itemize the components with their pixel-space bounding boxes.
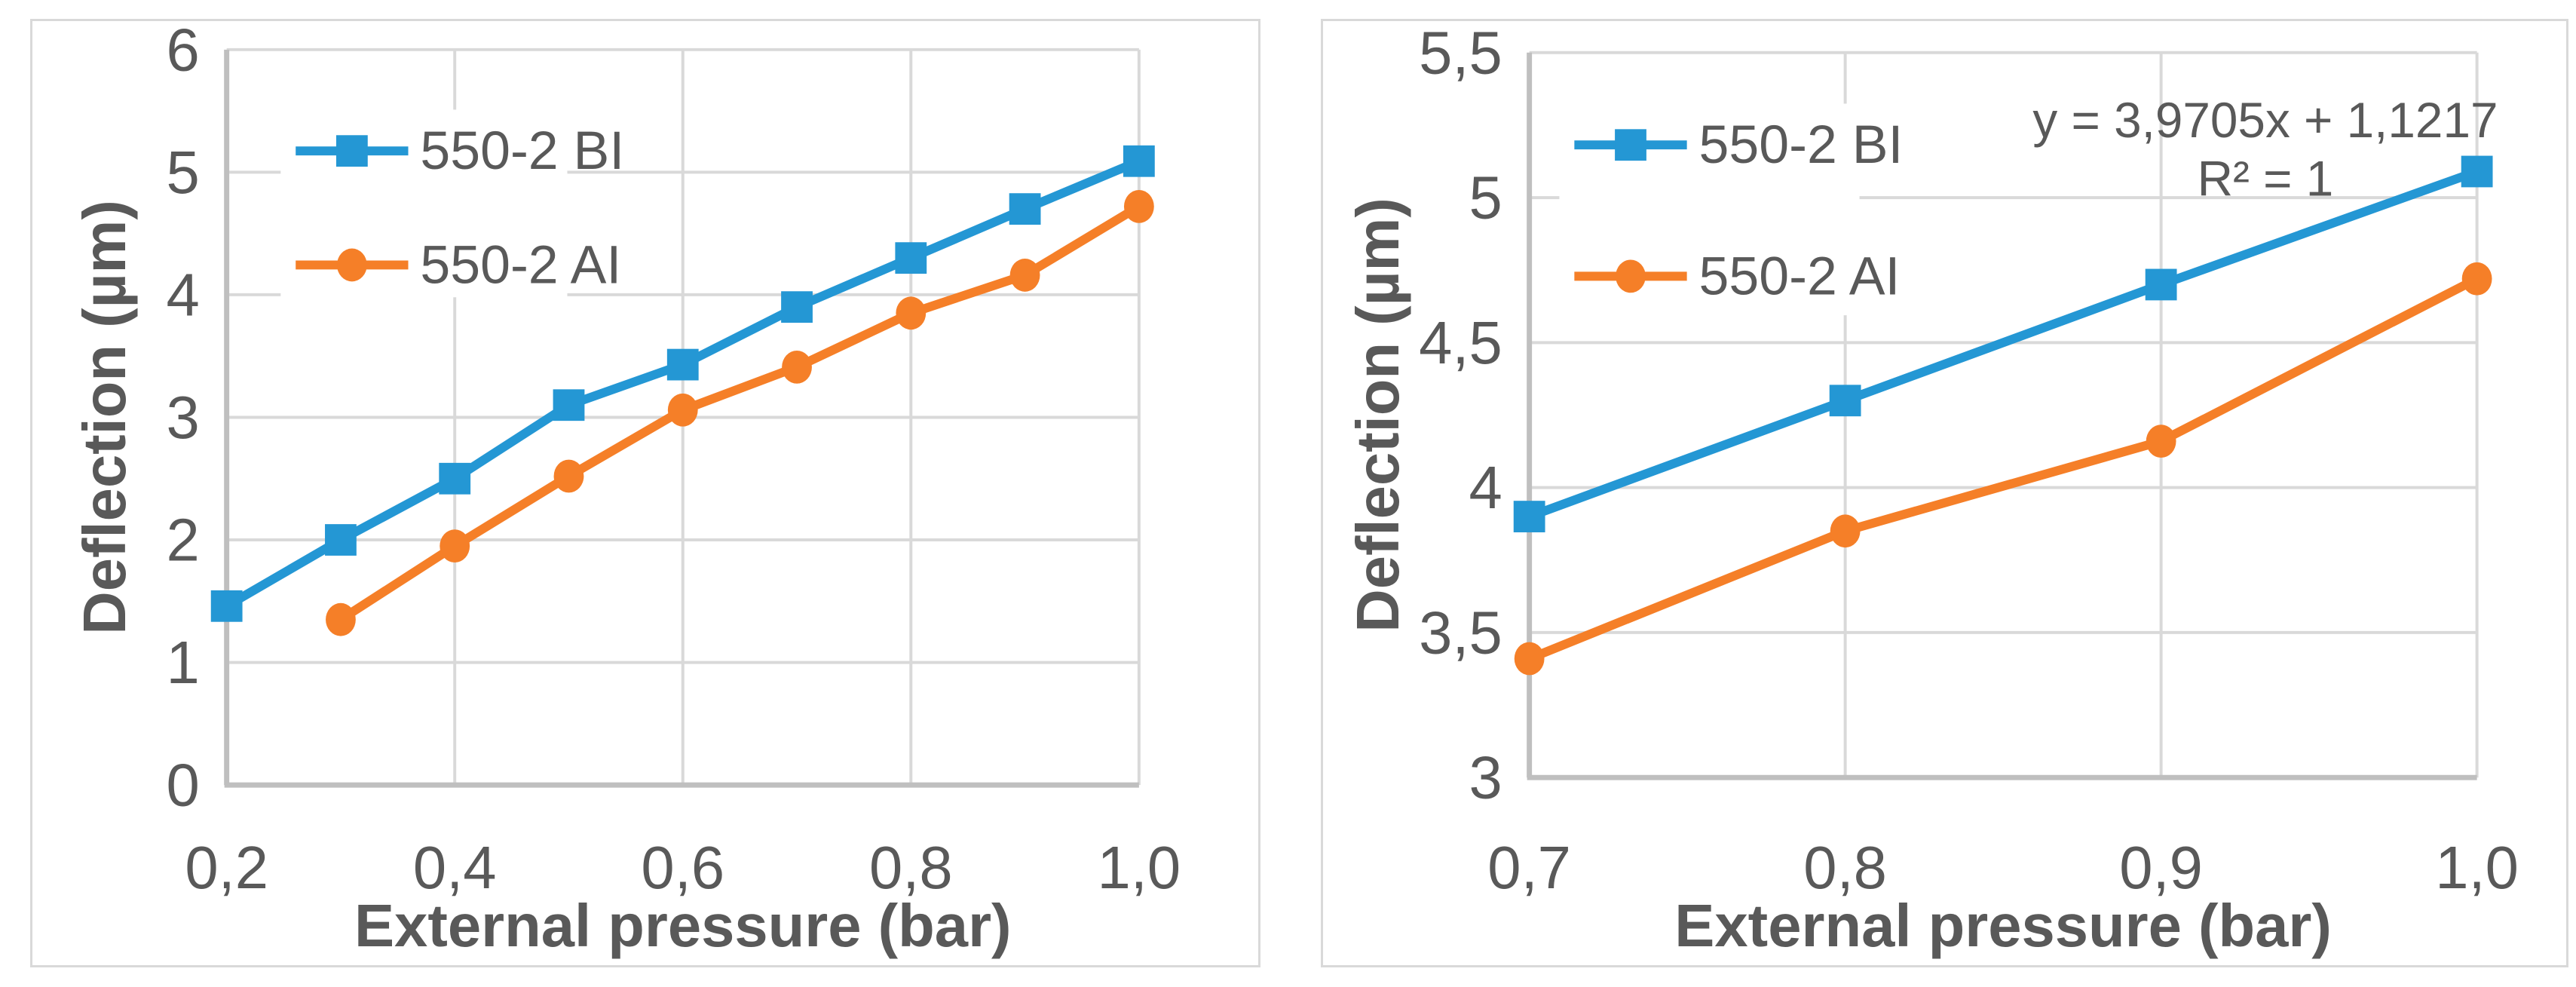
data-point-marker-circle — [667, 393, 698, 427]
data-point-marker-square — [325, 524, 357, 556]
y-tick-label: 4 — [167, 261, 200, 328]
x-tick-label: 0,8 — [869, 834, 953, 901]
x-tick-label: 0,2 — [185, 834, 268, 901]
y-tick-label: 4 — [1469, 454, 1502, 521]
x-axis-title: External pressure (bar) — [1674, 892, 2332, 959]
x-tick-label: 0,7 — [1487, 834, 1571, 901]
x-tick-label: 0,8 — [1803, 834, 1887, 901]
chart-panel-left: 550-2 BI 550-2 AI 0 1 2 3 4 5 6 0,2 0,4 0,6 0,8 1,0 De… — [30, 19, 1260, 967]
y-tick-label: 0 — [167, 752, 200, 819]
trendline-r-squared: R² = 1 — [2198, 151, 2334, 206]
series-line — [335, 201, 1144, 624]
data-point-marker-square — [666, 348, 699, 381]
y-tick-label: 3 — [167, 384, 200, 451]
x-axis-title: External pressure (bar) — [354, 892, 1012, 959]
x-tick-label: 1,0 — [1098, 834, 1181, 901]
chart-svg-left: 550-2 BI 550-2 AI 0 1 2 3 4 5 6 0,2 0,4 0,6 0,8 1,0 De… — [71, 21, 1181, 959]
data-point-marker-circle — [553, 459, 584, 493]
legend-item-550-2-AI: 550-2 AI — [1574, 246, 1900, 306]
y-tick-label: 5 — [1469, 164, 1502, 231]
data-point-marker-circle — [896, 296, 927, 330]
legend-label: 550-2 AI — [1699, 246, 1901, 306]
y-tick-label: 2 — [167, 507, 200, 574]
legend-marker-square — [335, 135, 368, 167]
data-point-marker-circle — [440, 529, 470, 563]
data-point-marker-circle — [1009, 259, 1040, 292]
legend-item-550-2-BI: 550-2 BI — [1574, 115, 1903, 175]
legend-item-550-2-BI: 550-2 BI — [296, 121, 624, 181]
data-point-marker-square — [2461, 155, 2493, 188]
x-tick-label: 0,9 — [2119, 834, 2203, 901]
y-tick-label: 4,5 — [1419, 309, 1502, 376]
y-tick-label: 1 — [167, 629, 200, 696]
data-point-marker-square — [895, 242, 927, 274]
data-point-marker-square — [1123, 145, 1155, 177]
series-550-2-BI — [210, 145, 1155, 622]
legend-item-550-2-AI: 550-2 AI — [296, 234, 621, 295]
legend-marker-circle — [336, 248, 367, 282]
data-point-marker-square — [1009, 193, 1041, 225]
y-tick-label: 3,5 — [1419, 599, 1502, 666]
y-axis-title: Deflection (µm) — [71, 200, 138, 635]
data-point-marker-square — [1829, 385, 1861, 417]
data-point-marker-square — [210, 590, 243, 622]
x-tick-label: 1,0 — [2435, 834, 2519, 901]
data-point-marker-square — [1513, 501, 1545, 532]
data-point-marker-square — [781, 291, 813, 323]
data-point-marker-circle — [782, 350, 812, 384]
legend-label: 550-2 BI — [420, 121, 624, 181]
series-550-2-BI — [1513, 155, 2493, 532]
y-tick-label: 5,5 — [1419, 21, 1502, 86]
legend-label: 550-2 AI — [420, 234, 621, 295]
series-550-2-AI — [1514, 262, 2492, 676]
legend-marker-square — [1615, 129, 1646, 161]
x-tick-label: 0,4 — [413, 834, 497, 901]
data-point-marker-square — [439, 462, 471, 495]
y-tick-label: 3 — [1469, 744, 1502, 811]
legend-marker-circle — [1616, 259, 1646, 293]
series-line — [1524, 274, 2482, 664]
legend: 550-2 BI 550-2 AI — [296, 121, 624, 295]
y-tick-label: 5 — [167, 139, 200, 206]
data-point-marker-circle — [326, 602, 356, 636]
x-tick-label: 0,6 — [641, 834, 724, 901]
legend: 550-2 BI 550-2 AI — [1574, 115, 1903, 306]
data-point-marker-circle — [2146, 425, 2176, 458]
data-point-marker-square — [553, 389, 585, 421]
chart-panel-right: 550-2 BI 550-2 AI 3 3,5 4 4,5 5 5,5 0,7 0,8 0,9 1,0… — [1321, 19, 2568, 967]
trendline-equation: y = 3,9705x + 1,1217 — [2032, 93, 2498, 148]
y-tick-label: 6 — [167, 21, 200, 83]
data-point-marker-circle — [1123, 189, 1154, 223]
data-point-marker-circle — [2461, 262, 2492, 296]
data-point-marker-circle — [1830, 514, 1861, 548]
legend-label: 550-2 BI — [1699, 115, 1904, 175]
series-line — [1524, 167, 2482, 522]
y-axis-title: Deflection (µm) — [1344, 198, 1411, 633]
data-point-marker-square — [2145, 268, 2177, 301]
series-550-2-AI — [326, 189, 1154, 636]
data-point-marker-circle — [1514, 642, 1545, 676]
chart-svg-right: 550-2 BI 550-2 AI 3 3,5 4 4,5 5 5,5 0,7 0,8 0,9 1,0… — [1344, 21, 2519, 959]
